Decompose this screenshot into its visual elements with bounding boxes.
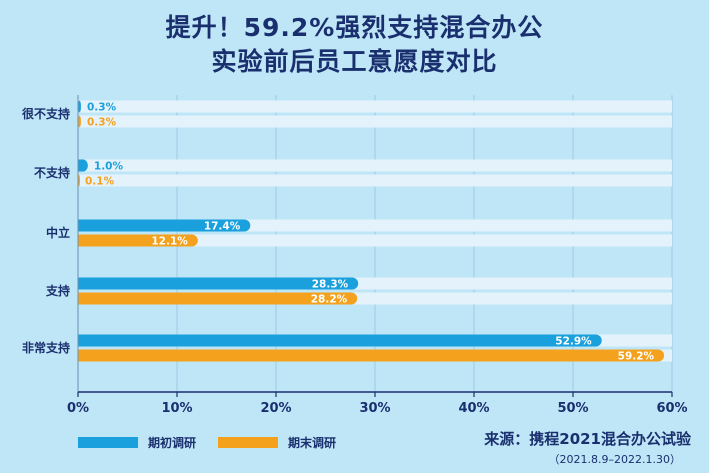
x-tick-label: 40% bbox=[458, 401, 489, 416]
source-text: 来源：携程2021混合办公试验 bbox=[484, 430, 691, 448]
x-tick-label: 0% bbox=[67, 401, 89, 416]
category-label: 不支持 bbox=[34, 165, 70, 180]
data-label: 12.1% bbox=[151, 236, 188, 248]
bar-track bbox=[78, 174, 672, 187]
bar-track bbox=[78, 100, 672, 113]
category-label: 非常支持 bbox=[22, 340, 70, 355]
bar-base bbox=[78, 292, 84, 305]
category-label: 支持 bbox=[45, 283, 70, 298]
bar bbox=[78, 234, 198, 247]
category-label: 很不支持 bbox=[21, 106, 70, 121]
data-label: 28.3% bbox=[312, 279, 349, 291]
data-label: 28.2% bbox=[311, 294, 348, 306]
bar-base bbox=[78, 219, 84, 232]
data-label: 17.4% bbox=[204, 221, 241, 233]
data-label: 0.3% bbox=[87, 102, 117, 114]
x-tick-label: 10% bbox=[161, 401, 192, 416]
category-label: 中立 bbox=[46, 225, 70, 240]
bar-base bbox=[78, 277, 84, 290]
bar-track bbox=[78, 159, 672, 172]
bar bbox=[78, 334, 602, 347]
bar-track bbox=[78, 115, 672, 128]
legend-label-series1: 期初调研 bbox=[148, 435, 197, 450]
legend-item-series1: 期初调研 bbox=[78, 435, 197, 450]
legend-item-series2: 期末调研 bbox=[218, 435, 337, 450]
x-tick-label: 60% bbox=[656, 401, 687, 416]
bar-base bbox=[78, 349, 84, 362]
source-date: （2021.8.9–2022.1.30） bbox=[548, 453, 681, 466]
data-label: 59.2% bbox=[618, 351, 655, 363]
data-label: 1.0% bbox=[94, 161, 124, 173]
bar bbox=[78, 292, 358, 305]
bar-base bbox=[78, 334, 84, 347]
bar bbox=[78, 219, 251, 232]
chart-title-line1: 提升！59.2%强烈支持混合办公 bbox=[165, 13, 544, 42]
x-tick-label: 30% bbox=[359, 401, 390, 416]
bar bbox=[78, 115, 81, 128]
legend-swatch-series2 bbox=[218, 436, 278, 448]
data-label: 52.9% bbox=[555, 336, 592, 348]
bar bbox=[78, 349, 665, 362]
bar-base bbox=[78, 234, 84, 247]
chart-title-line2: 实验前后员工意愿度对比 bbox=[211, 47, 498, 76]
data-label: 0.3% bbox=[87, 117, 117, 129]
legend-swatch-series1 bbox=[78, 436, 138, 448]
x-tick-label: 50% bbox=[557, 401, 588, 416]
bar bbox=[78, 100, 81, 113]
legend-label-series2: 期末调研 bbox=[288, 435, 337, 450]
bar-track bbox=[78, 234, 672, 247]
bar-base bbox=[78, 159, 84, 172]
x-tick-label: 20% bbox=[260, 401, 291, 416]
data-label: 0.1% bbox=[85, 176, 115, 188]
bar bbox=[78, 277, 359, 290]
